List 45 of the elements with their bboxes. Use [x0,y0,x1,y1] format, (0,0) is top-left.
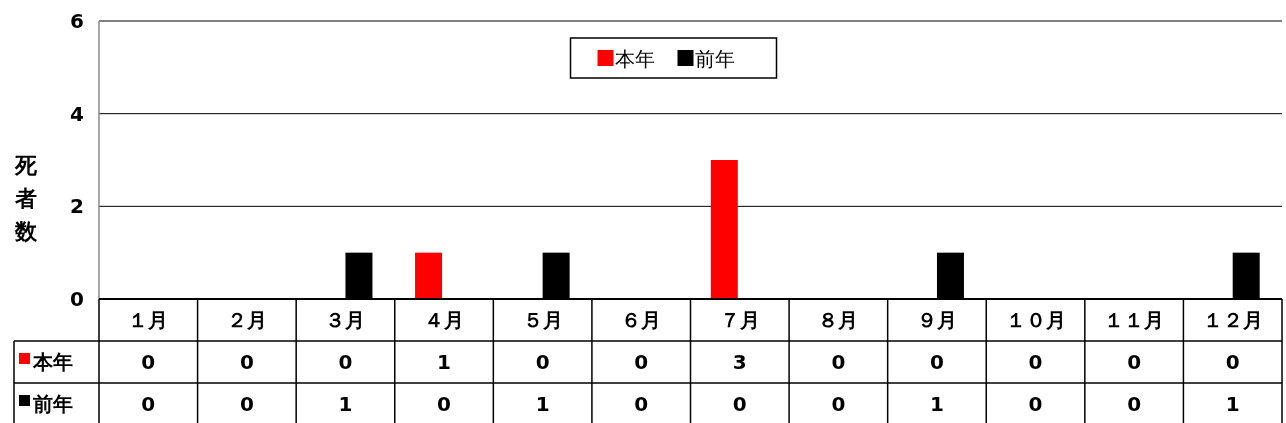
y-tick-label: 4 [70,101,84,126]
data-label: 0 [141,392,156,416]
x-tick-label: ６月 [621,308,662,332]
data-label: 1 [338,392,353,416]
data-label: 1 [930,392,944,416]
x-tick-label: １２月 [1202,308,1263,332]
data-label: 1 [437,350,451,374]
data-label: 0 [1028,350,1043,374]
data-label: 1 [1225,392,1240,416]
x-tick-label: ３月 [325,308,366,332]
data-label: 0 [930,350,944,374]
text: 本年 [33,350,73,374]
data-label: 0 [1028,392,1043,416]
x-tick-label: ４月 [424,308,465,332]
data-label: 0 [338,350,353,374]
x-tick-label: ２月 [226,308,267,332]
data-label: 0 [437,392,451,416]
data-label: 0 [141,350,156,374]
legend-label: 前年 [694,47,735,71]
x-tick-label: ９月 [916,308,957,332]
x-tick-label: １月 [128,308,169,332]
data-label: 3 [732,350,747,374]
text: 前年 [33,392,73,416]
legend-label: 本年 [614,47,655,71]
y-tick-label: 2 [70,194,84,219]
x-tick-label: ８月 [818,308,859,332]
data-label: 0 [1127,350,1142,374]
data-label: 0 [634,392,649,416]
data-label: 0 [1127,392,1142,416]
data-label: 0 [831,392,846,416]
data-label: 1 [535,392,550,416]
data-label: 0 [732,392,747,416]
data-label: 0 [831,350,846,374]
data-label: 0 [239,350,254,374]
y-axis-title: 死者数 [14,152,38,244]
y-tick-label: 6 [70,9,84,33]
data-label: 0 [239,392,254,416]
x-tick-label: ５月 [522,308,563,332]
data-label: 0 [535,350,550,374]
x-tick-label: ７月 [719,308,760,332]
data-label: 0 [634,350,649,374]
x-tick-label: １０月 [1005,308,1066,332]
data-label: 0 [1225,350,1240,374]
y-tick-label: 0 [70,287,84,311]
x-tick-label: １１月 [1104,308,1165,332]
